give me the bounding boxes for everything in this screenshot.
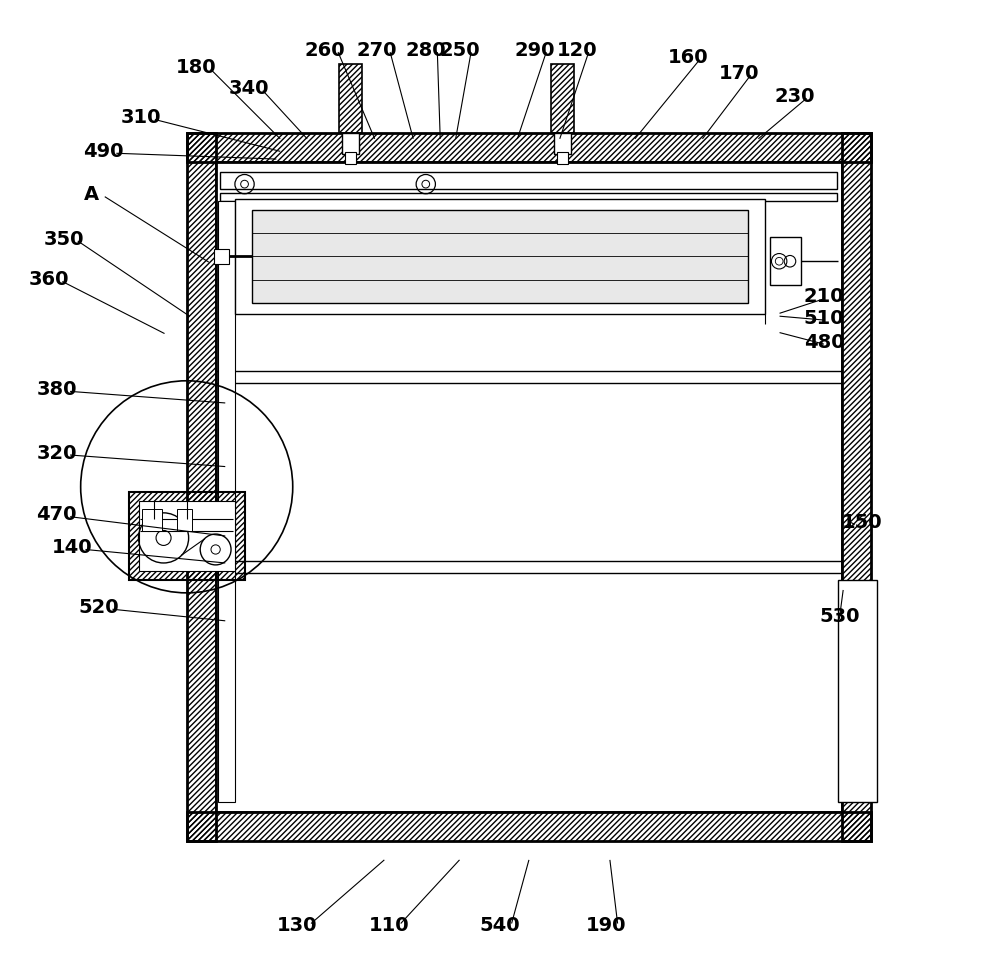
Bar bbox=[770, 237, 801, 285]
Bar bbox=[551, 64, 574, 133]
Text: 180: 180 bbox=[176, 58, 217, 77]
Text: 540: 540 bbox=[480, 916, 520, 935]
Bar bbox=[235, 199, 765, 314]
Bar bbox=[345, 152, 356, 164]
Bar bbox=[129, 492, 245, 580]
Text: 510: 510 bbox=[804, 308, 844, 328]
Text: 480: 480 bbox=[804, 333, 844, 352]
Text: 210: 210 bbox=[804, 287, 844, 307]
Bar bbox=[557, 152, 568, 164]
Bar bbox=[216, 162, 842, 812]
Text: 520: 520 bbox=[79, 598, 119, 617]
Text: 160: 160 bbox=[668, 48, 708, 67]
Bar bbox=[138, 501, 235, 571]
Text: 150: 150 bbox=[842, 513, 883, 532]
Text: 190: 190 bbox=[586, 916, 626, 935]
Bar bbox=[554, 133, 571, 154]
Text: 530: 530 bbox=[819, 607, 860, 627]
Text: 310: 310 bbox=[121, 108, 162, 127]
Text: 140: 140 bbox=[52, 538, 92, 557]
Bar bbox=[187, 812, 871, 841]
Text: 290: 290 bbox=[514, 40, 555, 60]
Text: 350: 350 bbox=[44, 229, 85, 249]
Bar bbox=[187, 133, 216, 841]
Bar bbox=[220, 193, 837, 201]
Text: 120: 120 bbox=[557, 40, 597, 60]
Bar bbox=[838, 580, 877, 802]
Text: 280: 280 bbox=[405, 40, 446, 60]
Bar bbox=[220, 172, 837, 189]
Text: 230: 230 bbox=[775, 87, 815, 106]
Bar bbox=[177, 509, 192, 530]
Bar bbox=[142, 509, 162, 530]
Bar bbox=[252, 210, 748, 303]
Bar bbox=[218, 201, 235, 802]
Text: 320: 320 bbox=[36, 443, 77, 463]
Bar bbox=[842, 133, 871, 841]
Text: A: A bbox=[84, 185, 99, 204]
Bar bbox=[342, 133, 359, 154]
Text: 130: 130 bbox=[277, 916, 318, 935]
Text: 380: 380 bbox=[36, 380, 77, 399]
Text: 340: 340 bbox=[229, 79, 270, 98]
Bar bbox=[214, 249, 229, 264]
Bar bbox=[187, 133, 871, 162]
Bar bbox=[339, 64, 362, 133]
Text: 250: 250 bbox=[439, 40, 480, 60]
Text: 110: 110 bbox=[369, 916, 409, 935]
Text: 360: 360 bbox=[29, 270, 69, 289]
Text: 470: 470 bbox=[36, 505, 77, 524]
Text: 170: 170 bbox=[719, 64, 759, 83]
Text: 270: 270 bbox=[356, 40, 397, 60]
Text: 490: 490 bbox=[83, 142, 123, 161]
Text: 260: 260 bbox=[304, 40, 345, 60]
